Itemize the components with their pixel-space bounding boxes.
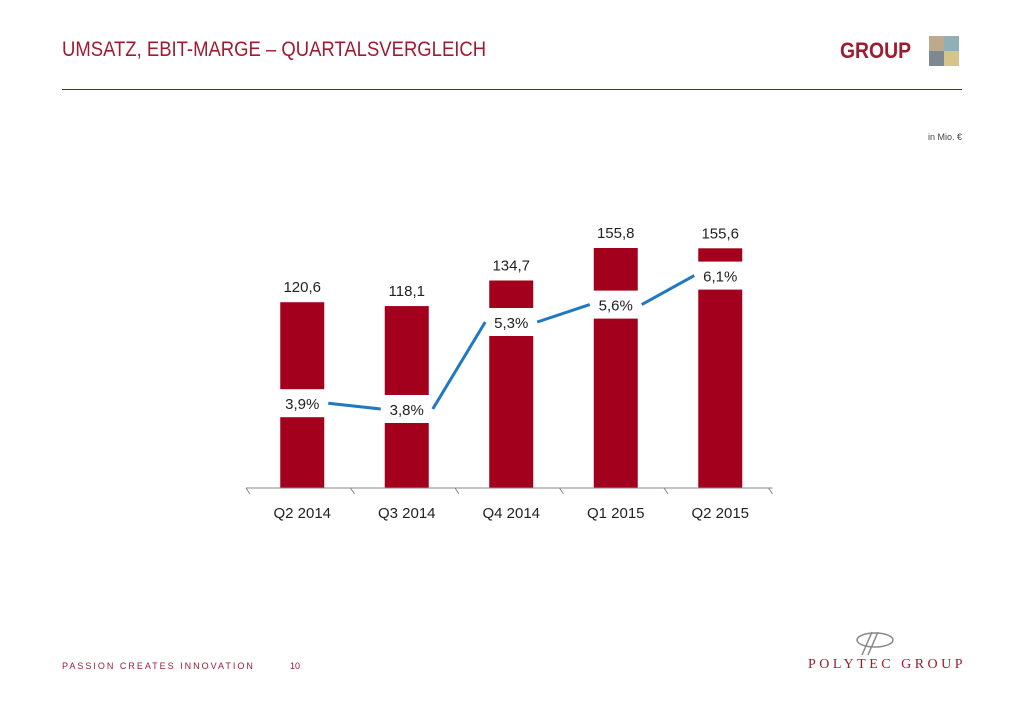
margin-line-segment <box>641 274 695 306</box>
margin-label-box <box>488 308 535 336</box>
margin-value-label: 3,9% <box>285 396 319 413</box>
margin-line-segment <box>536 303 591 324</box>
brand-name: POLYTEC GROUP <box>808 657 967 672</box>
x-tick-label: Q1 2015 <box>587 505 645 522</box>
margin-value-label: 5,6% <box>599 298 633 315</box>
margin-label-box <box>592 290 639 319</box>
margin-value-label: 3,8% <box>390 402 424 419</box>
x-tick <box>350 487 355 495</box>
x-tick <box>663 487 669 495</box>
margin-label-box <box>383 395 430 423</box>
footer-slogan: PASSION CREATES INNOVATION <box>62 661 255 671</box>
margin-line-segment <box>328 401 381 411</box>
margin-line-segment <box>431 321 487 410</box>
x-tick <box>245 487 251 495</box>
x-tick-label: Q4 2014 <box>482 505 540 522</box>
bar <box>593 248 638 488</box>
bar-value-label: 155,8 <box>597 225 635 242</box>
x-tick <box>559 487 564 495</box>
x-tick <box>768 487 773 495</box>
margin-label-box <box>279 389 326 418</box>
margin-value-label: 5,3% <box>494 315 528 332</box>
group-label: GROUP <box>840 38 912 63</box>
header-divider <box>62 89 962 90</box>
x-tick-label: Q2 2015 <box>691 505 749 522</box>
unit-label: in Mio. € <box>927 132 962 142</box>
page-number: 10 <box>290 661 301 671</box>
x-tick-label: Q2 2014 <box>273 505 331 522</box>
bar-value-label: 118,1 <box>389 283 425 300</box>
x-tick <box>454 487 460 495</box>
margin-value-label: 6,1% <box>703 269 737 286</box>
margin-label-box <box>697 261 744 290</box>
bar-value-label: 134,7 <box>492 258 530 275</box>
group-logo-icon <box>929 36 959 66</box>
bar-value-label: 155,6 <box>701 225 739 242</box>
page-title: UMSATZ, EBIT-MARGE – QUARTALSVERGLEICH <box>62 38 487 61</box>
x-tick-label: Q3 2014 <box>378 505 436 522</box>
bar-value-label: 120,6 <box>283 279 321 296</box>
